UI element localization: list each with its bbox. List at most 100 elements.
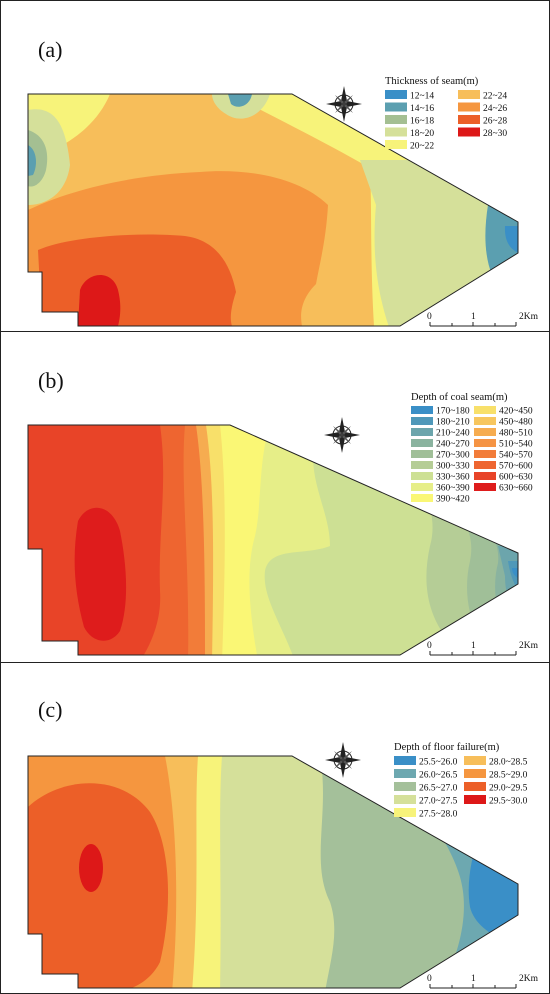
legend-swatch bbox=[474, 417, 496, 425]
zone-28-30 bbox=[78, 274, 121, 326]
zone-14-16-west bbox=[28, 145, 36, 176]
legend: Depth of floor failure(m) 25.5~26.0 26.0~… bbox=[394, 742, 528, 820]
scale-label-0: 0 bbox=[427, 974, 432, 984]
legend-label: 24~26 bbox=[483, 104, 507, 114]
zone-390-420 bbox=[210, 425, 270, 655]
scale-label-1: 1 bbox=[471, 312, 476, 322]
floor-failure-map: (c) Depth of floor failure(m) 25.5~26.0 2… bbox=[27, 697, 539, 989]
legend-swatch bbox=[474, 428, 496, 436]
zone-29.5-30.0 bbox=[79, 844, 103, 892]
zone-270-300 bbox=[440, 491, 518, 655]
legend-label: 570~600 bbox=[499, 462, 533, 472]
legend-swatch bbox=[458, 102, 480, 112]
scale-label-2: 2Km bbox=[519, 312, 539, 322]
legend-swatch bbox=[411, 450, 433, 458]
legend-label: 600~630 bbox=[499, 473, 533, 483]
legend-swatch bbox=[411, 483, 433, 491]
legend-label: 29.5~30.0 bbox=[489, 797, 528, 807]
legend-swatch bbox=[394, 808, 416, 817]
legend-label: 210~240 bbox=[436, 429, 470, 439]
scale-bar: 0 1 2Km bbox=[427, 641, 539, 656]
map-panel-thickness: (a) Thickness of seam(m) 12~14 14~16 16~18… bbox=[0, 0, 550, 331]
legend: Thickness of seam(m) 12~14 14~16 16~18 18~2… bbox=[385, 76, 507, 152]
panel-divider bbox=[0, 331, 550, 332]
legend-title: Depth of coal seam(m) bbox=[411, 392, 508, 403]
legend-label: 390~420 bbox=[436, 495, 470, 505]
panel-divider bbox=[0, 662, 550, 663]
compass-rose-icon bbox=[324, 417, 360, 453]
legend-swatch bbox=[411, 406, 433, 414]
legend-label: 28.0~28.5 bbox=[489, 758, 528, 768]
legend-swatch bbox=[474, 461, 496, 469]
legend-swatch bbox=[385, 140, 407, 149]
legend-label: 630~660 bbox=[499, 484, 533, 494]
legend-label: 480~510 bbox=[499, 429, 533, 439]
scale-label-1: 1 bbox=[471, 974, 476, 984]
legend-label: 26.5~27.0 bbox=[419, 784, 458, 794]
legend-label: 29.0~29.5 bbox=[489, 784, 528, 794]
legend-label: 25.5~26.0 bbox=[419, 758, 458, 768]
legend: Depth of coal seam(m) 170~180180~210210~… bbox=[411, 392, 533, 505]
legend-swatch bbox=[411, 439, 433, 447]
legend-label: 20~22 bbox=[410, 142, 434, 152]
legend-swatch bbox=[474, 406, 496, 414]
panel-label: (c) bbox=[38, 697, 62, 722]
legend-title: Depth of floor failure(m) bbox=[394, 742, 500, 753]
legend-swatch bbox=[385, 90, 407, 99]
scale-label-2: 2Km bbox=[519, 974, 539, 984]
legend-label: 27.5~28.0 bbox=[419, 810, 458, 820]
zone-12-14-east bbox=[504, 226, 518, 256]
legend-swatch bbox=[464, 756, 486, 765]
legend-title: Thickness of seam(m) bbox=[385, 76, 479, 87]
legend-swatch bbox=[411, 417, 433, 425]
legend-label: 270~300 bbox=[436, 451, 470, 461]
scale-label-0: 0 bbox=[427, 641, 432, 651]
legend-swatch bbox=[394, 795, 416, 804]
compass-rose-icon bbox=[326, 86, 362, 122]
map-boundary bbox=[27, 93, 519, 327]
scale-label-2: 2Km bbox=[519, 641, 539, 651]
panel-label: (a) bbox=[38, 37, 62, 62]
map-boundary bbox=[27, 755, 519, 989]
legend-swatch bbox=[474, 450, 496, 458]
zone-14-16-north bbox=[228, 94, 252, 107]
legend-swatch bbox=[464, 795, 486, 804]
legend-label: 18~20 bbox=[410, 129, 434, 139]
legend-label: 420~450 bbox=[499, 407, 533, 417]
legend-label: 12~14 bbox=[410, 92, 434, 102]
legend-label: 510~540 bbox=[499, 440, 533, 450]
legend-label: 26~28 bbox=[483, 117, 507, 127]
legend-swatch bbox=[394, 769, 416, 778]
legend-label: 22~24 bbox=[483, 92, 507, 102]
legend-swatch bbox=[458, 127, 480, 137]
legend-label: 14~16 bbox=[410, 104, 434, 114]
zone-29.0-29.5 bbox=[28, 783, 168, 988]
legend-label: 16~18 bbox=[410, 117, 434, 127]
legend-swatch bbox=[411, 428, 433, 436]
legend-swatch bbox=[464, 769, 486, 778]
panel-label: (b) bbox=[38, 368, 64, 393]
map-boundary bbox=[27, 424, 519, 656]
legend-swatch bbox=[464, 782, 486, 791]
legend-swatch bbox=[458, 90, 480, 99]
compass-rose-icon bbox=[325, 742, 361, 778]
legend-label: 330~360 bbox=[436, 473, 470, 483]
legend-swatch bbox=[394, 756, 416, 765]
legend-label: 180~210 bbox=[436, 418, 470, 428]
legend-swatch bbox=[385, 127, 407, 137]
scale-label-1: 1 bbox=[471, 641, 476, 651]
legend-label: 360~390 bbox=[436, 484, 470, 494]
map-panel-depth-coal: (b) Depth of coal seam(m) 170~180 180~210… bbox=[0, 331, 550, 662]
legend-label: 28~30 bbox=[483, 129, 507, 139]
legend-swatch bbox=[411, 494, 433, 502]
legend-label: 450~480 bbox=[499, 418, 533, 428]
legend-swatch bbox=[385, 102, 407, 112]
scale-bar: 0 1 2Km bbox=[427, 312, 539, 327]
zone-630-660 bbox=[74, 507, 127, 641]
legend-swatch bbox=[458, 115, 480, 124]
scale-bar: 0 1 2Km bbox=[427, 974, 539, 989]
scale-label-0: 0 bbox=[427, 312, 432, 322]
map-panel-floor-failure: (c) Depth of floor failure(m) 25.5~26.0 2… bbox=[0, 662, 550, 993]
legend-swatch bbox=[474, 483, 496, 491]
legend-swatch bbox=[385, 115, 407, 124]
